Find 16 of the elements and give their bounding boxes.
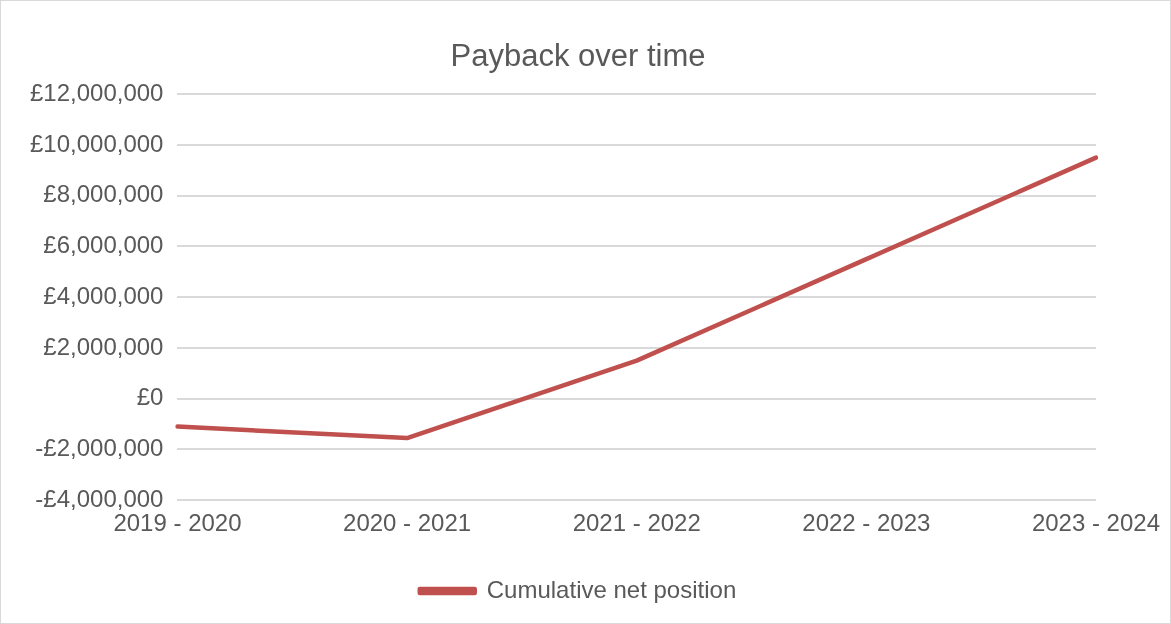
y-tick-label: £4,000,000 [43,281,164,309]
y-tick-label: -£4,000,000 [35,484,164,512]
y-tick-label: £12,000,000 [30,78,164,106]
x-tick-label: 2020 - 2021 [343,509,472,537]
y-tick-label: -£2,000,000 [35,434,164,462]
x-tick-label: 2019 - 2020 [113,509,242,537]
x-tick-label: 2023 - 2024 [1031,509,1160,537]
y-tick-label: £2,000,000 [43,332,164,360]
y-tick-label: £0 [136,383,164,411]
y-tick-label: £10,000,000 [30,129,164,157]
x-tick-label: 2021 - 2022 [572,509,701,537]
y-tick-label: £8,000,000 [43,180,164,208]
legend-label: Cumulative net position [486,575,737,603]
y-tick-label: £6,000,000 [43,231,164,259]
x-tick-label: 2022 - 2023 [802,509,931,537]
chart-title: Payback over time [450,38,706,74]
